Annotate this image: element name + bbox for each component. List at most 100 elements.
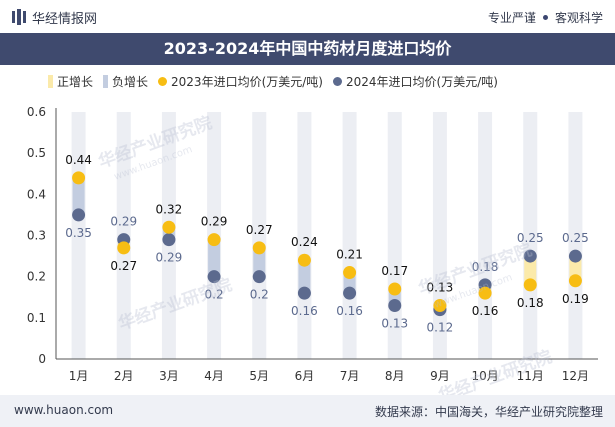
- x-tick-label: 1月: [69, 369, 89, 383]
- legend: 正增长 负增长 2023年进口均价(万美元/吨) 2024年进口均价(万美元/吨…: [48, 72, 508, 90]
- category-track: [478, 112, 493, 359]
- x-tick-label: 2月: [114, 369, 134, 383]
- title-bar: 2023-2024年中国中药材月度进口均价: [0, 33, 615, 65]
- legend-item-2023: 2023年进口均价(万美元/吨): [158, 73, 323, 90]
- data-label-2024: 0.12: [427, 321, 454, 335]
- point-2023: [252, 241, 266, 255]
- data-label-2024: 0.13: [381, 316, 408, 330]
- bottom-bar: www.huaon.com 数据来源：中国海关，华经产业研究院整理: [0, 395, 615, 427]
- category-track: [342, 112, 357, 359]
- x-tick-label: 11月: [517, 369, 544, 383]
- legend-label-2023: 2023年进口均价(万美元/吨): [171, 74, 323, 89]
- y-tick-label: 0.4: [27, 187, 46, 201]
- chart: 0 0.1 0.2 0.3 0.4 0.5 0.6 1月 2月 3月 4月 5月 6月 7月 8月 9月 10月…: [27, 105, 598, 383]
- slogan-right: 客观科学: [554, 11, 603, 25]
- x-tick-label: 7月: [340, 369, 360, 383]
- change-band: [524, 256, 537, 285]
- point-2023: [343, 266, 357, 280]
- y-tick-label: 0: [38, 352, 46, 366]
- point-2023: [523, 278, 537, 292]
- data-label-2024: 0.2: [205, 288, 224, 302]
- footer-source: 数据来源：中国海关，华经产业研究院整理: [374, 405, 603, 419]
- positive-band-icon: [48, 74, 53, 88]
- y-tick-label: 0.1: [27, 311, 46, 325]
- footer-url: www.huaon.com: [14, 403, 114, 417]
- brand-name: 华经情报网: [32, 11, 98, 27]
- category-track: [523, 112, 538, 359]
- data-label-2023: 0.18: [517, 296, 544, 310]
- slogan-left: 专业严谨: [487, 11, 536, 25]
- change-band: [72, 177, 85, 215]
- point-2024: [162, 233, 176, 247]
- point-2023: [388, 282, 402, 296]
- point-2024: [72, 208, 86, 222]
- brand: 华经情报网: [12, 7, 97, 27]
- point-2024: [388, 298, 402, 312]
- point-2023: [162, 220, 176, 234]
- x-tick-label: 5月: [249, 369, 269, 383]
- brand-logo-icon: [12, 9, 26, 25]
- data-label-2023: 0.32: [156, 202, 183, 216]
- data-label-2023: 0.13: [427, 280, 454, 294]
- data-label-2024: 0.29: [156, 251, 183, 265]
- y-tick-label: 0.5: [27, 146, 46, 160]
- change-band: [208, 239, 221, 277]
- y-tick-label: 0.6: [27, 105, 46, 119]
- category-track: [568, 112, 583, 359]
- point-2024: [343, 286, 357, 300]
- change-band: [569, 256, 582, 281]
- point-2023: [207, 233, 221, 247]
- point-2023: [433, 298, 447, 312]
- point-2023: [297, 253, 311, 267]
- point-2023: [478, 286, 492, 300]
- slogan-dot-icon: [542, 15, 548, 20]
- data-label-2023: 0.27: [246, 223, 273, 237]
- data-label-2023: 0.27: [110, 259, 137, 273]
- point-2023: [117, 241, 131, 255]
- data-label-2024: 0.29: [110, 215, 137, 229]
- legend-label-2024: 2024年进口均价(万美元/吨): [345, 74, 498, 89]
- legend-label-negative: 负增长: [112, 74, 149, 89]
- data-label-2023: 0.19: [562, 292, 589, 306]
- legend-label-positive: 正增长: [57, 74, 94, 89]
- data-label-2024: 0.25: [517, 231, 544, 245]
- x-tick-label: 6月: [295, 369, 315, 383]
- data-label-2024: 0.18: [472, 260, 499, 274]
- y-tick-label: 0.3: [27, 229, 46, 243]
- slogan: 专业严谨 客观科学: [488, 9, 603, 26]
- point-2024: [523, 249, 537, 263]
- data-label-2024: 0.16: [291, 304, 318, 318]
- data-label-2023: 0.29: [201, 215, 228, 229]
- data-label-2023: 0.17: [381, 264, 408, 278]
- point-2024: [297, 286, 311, 300]
- legend-item-negative: 负增长: [103, 73, 148, 90]
- data-label-2023: 0.21: [336, 248, 363, 262]
- point-2024: [252, 270, 266, 284]
- series-2024-dot-icon: [332, 76, 342, 86]
- point-2024: [207, 270, 221, 284]
- data-label-2024: 0.35: [65, 226, 92, 240]
- change-band: [253, 247, 266, 277]
- x-tick-label: 3月: [159, 369, 179, 383]
- data-label-2023: 0.24: [291, 235, 318, 249]
- point-2023: [72, 171, 86, 185]
- data-label-2024: 0.2: [250, 288, 269, 302]
- point-2024: [568, 249, 582, 263]
- data-label-2024: 0.16: [336, 304, 363, 318]
- change-band: [298, 260, 311, 294]
- category-track: [432, 112, 447, 359]
- negative-band-icon: [103, 74, 109, 88]
- point-2023: [568, 274, 582, 288]
- x-tick-label: 10月: [471, 369, 498, 383]
- x-tick-label: 8月: [385, 369, 405, 383]
- x-tick-label: 9月: [430, 369, 450, 383]
- series-2023-dot-icon: [158, 76, 168, 86]
- legend-item-2024: 2024年进口均价(万美元/吨): [332, 73, 498, 90]
- data-label-2024: 0.25: [562, 231, 589, 245]
- data-label-2023: 0.16: [472, 304, 499, 318]
- x-tick-label: 4月: [204, 369, 224, 383]
- x-tick-label: 12月: [562, 369, 589, 383]
- y-tick-label: 0.2: [27, 270, 46, 284]
- data-label-2023: 0.44: [65, 153, 92, 167]
- top-bar: 华经情报网 专业严谨 客观科学: [0, 0, 615, 33]
